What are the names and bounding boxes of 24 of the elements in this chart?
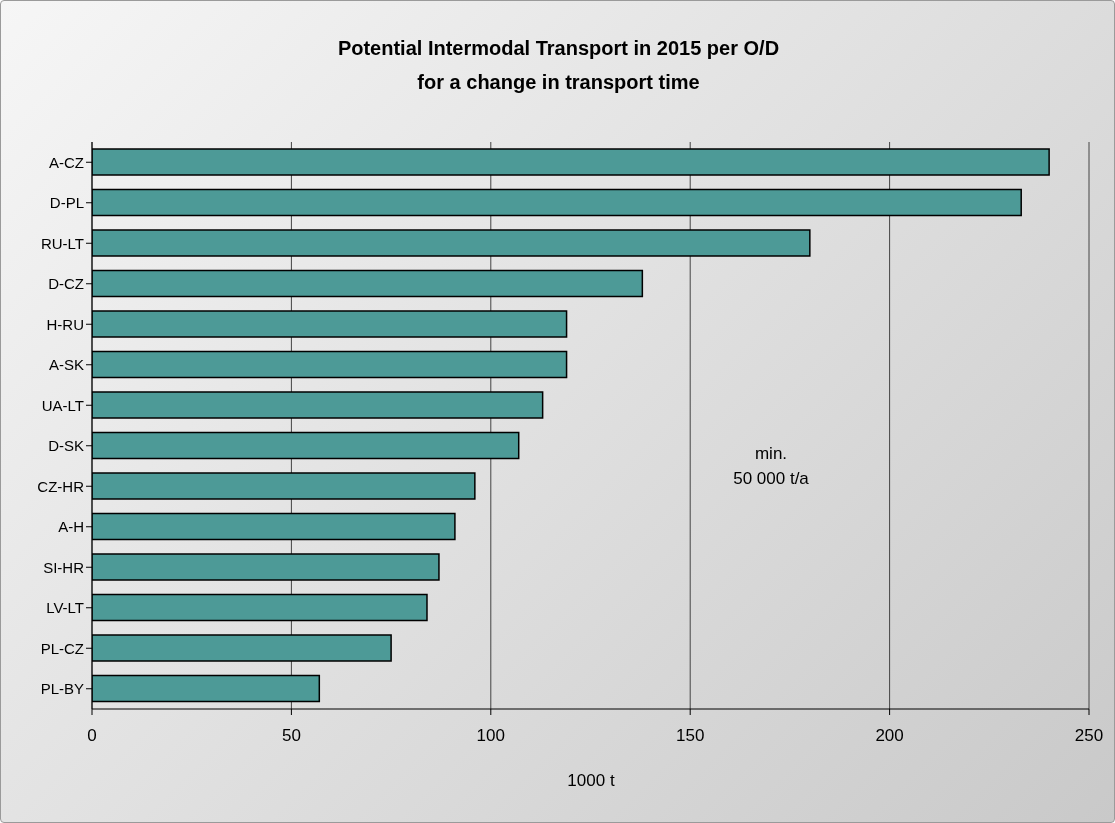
x-tick-label: 50 bbox=[281, 726, 301, 746]
x-tick-label: 250 bbox=[1074, 726, 1104, 746]
x-tick-label: 150 bbox=[676, 726, 705, 746]
y-tick-label: PL-CZ bbox=[40, 639, 84, 657]
x-tick-label: 0 bbox=[87, 726, 97, 746]
y-tick-label: D-SK bbox=[48, 437, 84, 455]
y-tick-label: D-PL bbox=[49, 194, 84, 212]
y-tick-label: SI-HR bbox=[43, 558, 85, 576]
y-tick-label: A-H bbox=[58, 518, 84, 536]
chart-subtitle: for a change in transport time bbox=[416, 70, 701, 95]
y-tick-label: RU-LT bbox=[40, 234, 84, 252]
y-tick-label: LV-LT bbox=[46, 599, 84, 617]
chart-title: Potential Intermodal Transport in 2015 per O/D bbox=[336, 36, 781, 61]
y-tick-label: CZ-HR bbox=[37, 477, 85, 495]
y-tick-label: D-CZ bbox=[48, 275, 84, 293]
y-tick-label: A-CZ bbox=[49, 153, 84, 171]
annotation: min. 50 000 t/a bbox=[732, 443, 810, 490]
y-tick-label: PL-BY bbox=[40, 680, 84, 698]
x-axis-title: 1000 t bbox=[566, 771, 616, 791]
x-tick-label: 200 bbox=[875, 726, 904, 746]
x-tick-label: 100 bbox=[476, 726, 505, 746]
y-tick-label: H-RU bbox=[46, 315, 84, 333]
y-tick-label: A-SK bbox=[48, 356, 84, 374]
y-tick-label: UA-LT bbox=[41, 396, 84, 414]
